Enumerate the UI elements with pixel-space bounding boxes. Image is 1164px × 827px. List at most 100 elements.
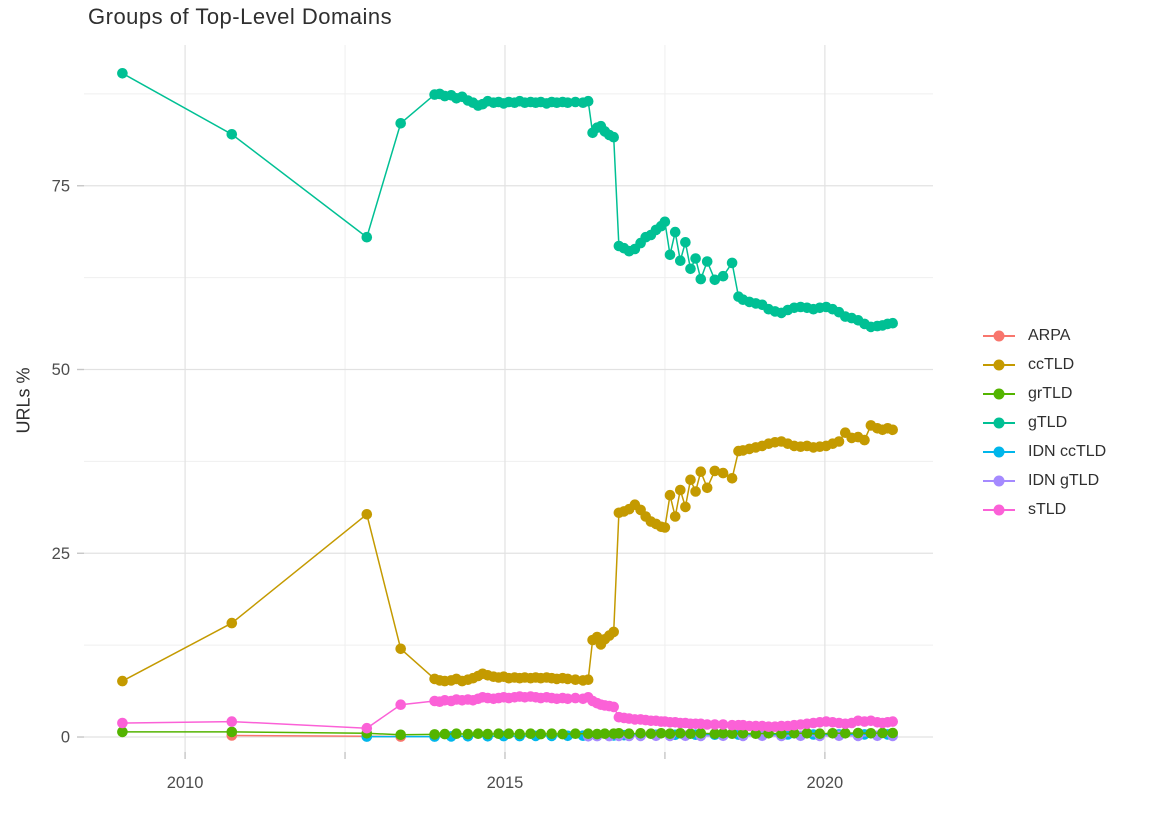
series-point-cctld: [717, 467, 729, 479]
series-point-grtld: [814, 728, 826, 739]
series-point-grtld: [429, 729, 440, 740]
series-point-grtld: [503, 728, 515, 739]
series-point-cctld: [669, 511, 681, 522]
legend-key-icon: [983, 359, 1015, 370]
series-point-cctld: [659, 522, 671, 533]
series-point-stld: [226, 716, 238, 727]
series-point-cctld: [695, 466, 707, 478]
series-point-gtld: [680, 237, 691, 248]
x-tick-label: 2010: [167, 774, 204, 792]
series-point-gtld: [709, 274, 721, 286]
series-point-grtld: [827, 728, 838, 739]
series-point-cctld: [582, 674, 594, 685]
series-point-grtld: [737, 728, 749, 739]
legend-label: ccTLD: [1028, 355, 1075, 373]
series-point-stld: [562, 693, 573, 705]
series-point-cctld: [680, 501, 691, 513]
legend-key-icon: [983, 388, 1015, 399]
series-point-grtld: [750, 728, 762, 739]
series-point-stld: [887, 716, 898, 727]
series-point-grtld: [840, 728, 851, 739]
series-point-cctld: [833, 436, 845, 447]
legend-label: IDN gTLD: [1028, 471, 1100, 489]
series-point-cctld: [859, 434, 870, 446]
series-point-gtld: [659, 216, 671, 228]
series-point-cctld: [226, 617, 238, 629]
legend-item-arpa: ARPA: [982, 321, 1106, 350]
series-point-grtld: [535, 728, 547, 740]
series-point-grtld: [801, 728, 813, 739]
series-point-grtld: [877, 727, 888, 739]
series-point-grtld: [726, 728, 738, 739]
series-point-gtld: [690, 253, 701, 264]
series-point-gtld: [701, 256, 713, 267]
series-point-stld: [395, 699, 407, 710]
legend-key-icon: [983, 417, 1015, 428]
series-point-grtld: [582, 728, 594, 739]
series-point-grtld: [117, 726, 128, 738]
legend-label: ARPA: [1028, 326, 1071, 344]
y-tick-label: 75: [52, 177, 70, 195]
series-point-grtld: [493, 728, 504, 739]
series-point-grtld: [623, 728, 635, 739]
series-point-cctld: [117, 675, 128, 687]
series-point-grtld: [226, 726, 238, 738]
series-point-cctld: [664, 489, 676, 501]
series-point-grtld: [865, 728, 877, 739]
series-point-grtld: [439, 728, 451, 740]
series-point-grtld: [599, 728, 611, 739]
series-point-gtld: [717, 270, 729, 282]
y-tick-label: 25: [52, 545, 70, 563]
legend-key-icon: [983, 504, 1015, 515]
legend-label: sTLD: [1028, 500, 1067, 518]
series-point-grtld: [472, 728, 484, 739]
series-point-grtld: [887, 727, 898, 739]
series-point-grtld: [776, 728, 787, 739]
series-point-grtld: [395, 729, 407, 741]
series-point-grtld: [645, 728, 657, 739]
series-point-cctld: [361, 509, 373, 520]
series-point-stld: [117, 717, 128, 729]
series-point-grtld: [591, 728, 603, 740]
series-point-stld: [701, 719, 713, 730]
series-point-grtld: [655, 728, 667, 739]
series-line-gtld: [122, 72, 893, 328]
legend-label: gTLD: [1028, 413, 1068, 431]
legend-item-cctld: ccTLD: [982, 350, 1106, 379]
series-point-cctld: [562, 673, 573, 685]
series-point-grtld: [482, 728, 494, 740]
y-tick-label: 0: [61, 729, 70, 747]
series-point-cctld: [608, 626, 619, 638]
series-point-gtld: [675, 255, 686, 266]
series-point-cctld: [570, 674, 581, 685]
legend-item-idn-cctld: IDN ccTLD: [982, 437, 1106, 466]
y-tick-label: 50: [52, 361, 70, 379]
series-point-grtld: [685, 728, 696, 739]
legend: ARPA ccTLD grTLD gTLD IDN ccTLD IDN gTLD sTLD: [982, 321, 1106, 524]
series-point-grtld: [451, 728, 462, 739]
series-point-gtld: [695, 273, 707, 285]
series-point-grtld: [546, 728, 557, 739]
series-point-gtld: [664, 249, 676, 261]
series-point-stld: [361, 722, 373, 734]
x-tick-label: 2015: [487, 774, 524, 792]
legend-key-icon: [983, 446, 1015, 457]
series-point-cctld: [690, 486, 701, 497]
series-point-cctld: [675, 484, 686, 496]
series-point-gtld: [361, 231, 373, 243]
series-point-grtld: [717, 728, 729, 739]
legend-item-gtld: gTLD: [982, 408, 1106, 437]
legend-key-icon: [983, 475, 1015, 486]
series-point-cctld: [709, 465, 721, 477]
series-point-grtld: [514, 728, 525, 740]
series-point-grtld: [695, 728, 707, 739]
series-point-gtld: [570, 96, 581, 108]
series-point-stld: [570, 692, 581, 704]
series-point-gtld: [395, 118, 407, 129]
series-point-grtld: [664, 728, 676, 739]
series-point-grtld: [462, 728, 474, 740]
x-tick-label: 2020: [807, 774, 844, 792]
series-point-gtld: [608, 131, 619, 143]
